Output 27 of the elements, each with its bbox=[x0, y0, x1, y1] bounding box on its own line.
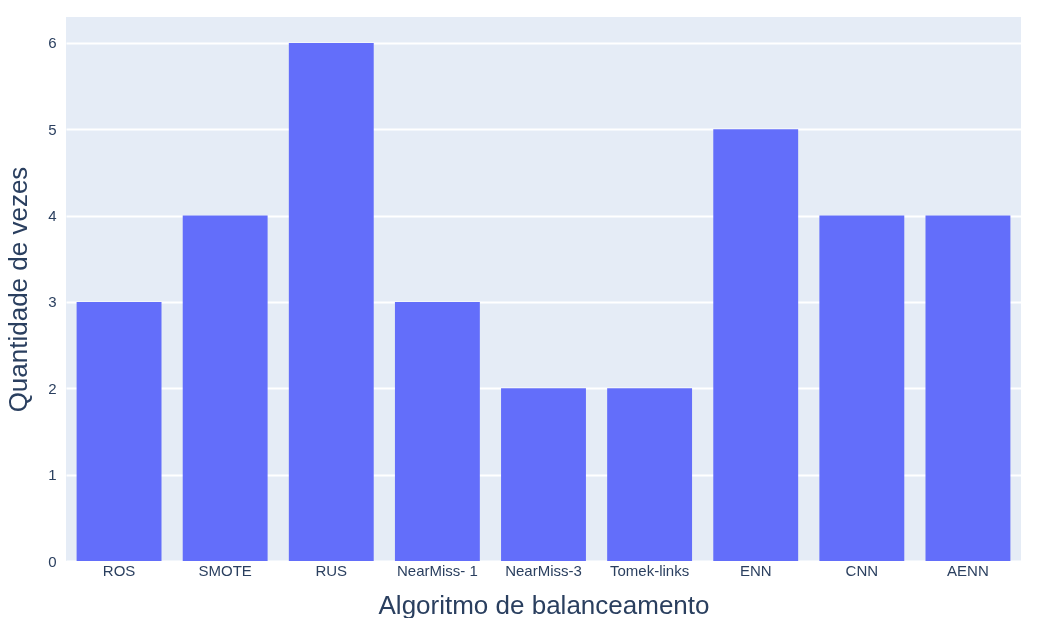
x-tick-label: ENN bbox=[739, 561, 772, 579]
bar bbox=[607, 388, 693, 561]
y-tick-label: 4 bbox=[48, 207, 57, 225]
x-tick-label: CNN bbox=[845, 561, 879, 579]
x-axis-title: Algoritmo de balanceamento bbox=[378, 589, 710, 620]
y-tick-label: 2 bbox=[48, 379, 57, 397]
x-tick-label: NearMiss-3 bbox=[505, 561, 582, 579]
y-axis-title: Quantidade de vezes bbox=[3, 166, 34, 413]
x-tick-label: SMOTE bbox=[198, 561, 252, 579]
x-tick-label: NearMiss- 1 bbox=[396, 561, 478, 579]
x-tick-label: RUS bbox=[315, 561, 348, 579]
bar bbox=[501, 388, 586, 561]
y-tick-label: 0 bbox=[48, 552, 57, 570]
bar bbox=[819, 215, 905, 561]
x-tick-label: AENN bbox=[947, 561, 989, 579]
x-tick-label: Tomek-links bbox=[610, 561, 690, 579]
bar bbox=[76, 301, 162, 561]
x-tick-label: ROS bbox=[102, 561, 136, 579]
bar bbox=[288, 42, 374, 561]
y-tick-label: 5 bbox=[48, 120, 57, 138]
bar bbox=[394, 301, 480, 561]
y-tick-label: 6 bbox=[48, 34, 57, 52]
bar bbox=[925, 215, 1011, 561]
bar bbox=[182, 215, 268, 561]
y-tick-label: 1 bbox=[48, 466, 57, 484]
y-tick-label: 3 bbox=[48, 293, 57, 311]
bar bbox=[713, 129, 799, 561]
